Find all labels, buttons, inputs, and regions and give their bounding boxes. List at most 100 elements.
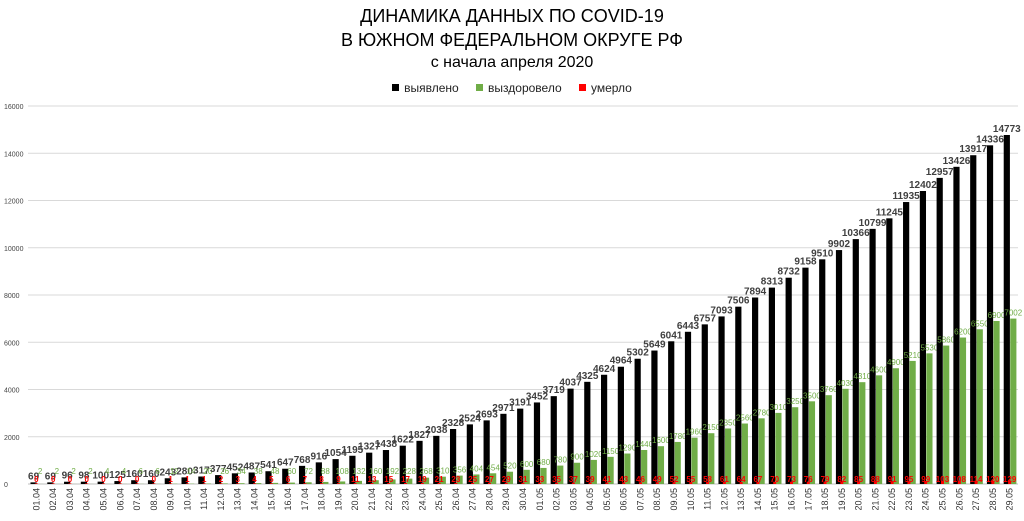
bar-died <box>655 482 659 484</box>
data-label-died: 0 <box>135 475 140 484</box>
data-label-detected: 12957 <box>926 167 954 178</box>
bar-died <box>51 483 55 484</box>
bar-recovered <box>221 483 228 484</box>
data-label-recovered: 38 <box>254 467 263 476</box>
bar-detected <box>382 450 390 484</box>
data-label-detected: 916 <box>311 451 328 462</box>
data-label-died: 37 <box>569 475 578 484</box>
x-tick-label: 24.05 <box>921 488 931 511</box>
x-tick-label: 16.05 <box>786 488 796 511</box>
data-label-detected: 96 <box>62 471 74 482</box>
data-label-recovered: 310 <box>436 467 450 476</box>
data-label-recovered: 2 <box>38 467 43 476</box>
bar-recovered <box>624 453 631 484</box>
data-label-died: 55 <box>686 475 695 484</box>
data-label-died: 70 <box>770 475 779 484</box>
legend-swatch-detected <box>392 84 400 91</box>
bar-detected <box>349 455 356 484</box>
bar-detected <box>433 435 440 484</box>
bar-detected <box>181 477 188 484</box>
bar-died <box>169 483 173 484</box>
x-tick-label: 13.05 <box>736 488 746 511</box>
bar-detected <box>265 471 272 484</box>
bar-recovered <box>943 345 950 484</box>
data-label-died: 41 <box>602 475 611 484</box>
data-label-detected: 4325 <box>576 371 599 382</box>
x-tick-label: 27.04 <box>468 488 478 511</box>
data-label-recovered: 4310 <box>853 372 871 381</box>
bar-recovered <box>724 428 732 484</box>
bar-recovered <box>657 446 665 484</box>
data-label-detected: 7093 <box>710 305 733 316</box>
data-label-died: 120 <box>986 475 1000 484</box>
bar-detected <box>718 316 725 484</box>
data-label-recovered: 1440 <box>635 440 653 449</box>
bar-recovered <box>573 462 581 484</box>
x-tick-label: 14.04 <box>250 488 260 511</box>
data-label-detected: 5649 <box>643 340 666 351</box>
data-label-died: 17 <box>401 475 410 484</box>
bar-died <box>706 482 710 484</box>
bar-died <box>873 481 877 484</box>
bar-died <box>789 481 793 484</box>
data-label-died: 76 <box>804 475 813 484</box>
bar-recovered <box>926 353 933 484</box>
data-label-detected: 8313 <box>761 277 784 288</box>
data-label-recovered: 7002 <box>1004 309 1022 318</box>
data-label-recovered: 1290 <box>618 444 636 453</box>
bar-recovered <box>288 482 295 484</box>
bar-died <box>253 483 257 484</box>
data-label-detected: 2524 <box>459 413 482 424</box>
x-tick-label: 22.04 <box>384 488 394 511</box>
data-label-recovered: 4600 <box>870 365 888 374</box>
x-tick-label: 05.05 <box>602 488 612 511</box>
data-label-recovered: 6550 <box>971 319 989 328</box>
bar-recovered <box>305 482 312 484</box>
data-label-died: 1 <box>202 475 207 484</box>
bar-detected <box>282 468 289 484</box>
data-label-died: 0 <box>152 475 157 484</box>
data-label-died: 5 <box>269 475 274 484</box>
bar-detected <box>215 475 222 484</box>
x-tick-label: 09.04 <box>166 488 176 511</box>
y-tick-label: 0 <box>4 482 8 489</box>
x-tick-label: 29.05 <box>1005 488 1015 511</box>
data-label-recovered: 356 <box>453 466 467 475</box>
data-label-recovered: 48 <box>271 467 280 476</box>
legend-label-recovered: выздоровело <box>488 81 562 95</box>
bar-died <box>924 481 928 484</box>
bar-died <box>118 483 122 484</box>
data-label-recovered: 680 <box>537 458 551 467</box>
bar-died <box>487 482 491 484</box>
bar-recovered <box>792 407 799 484</box>
x-tick-label: 26.04 <box>451 488 461 511</box>
bar-recovered <box>1010 318 1017 484</box>
bar-died <box>269 483 273 484</box>
data-label-recovered: 2350 <box>719 418 737 427</box>
data-label-died: 9 <box>336 475 341 484</box>
data-label-recovered: 6900 <box>988 311 1006 320</box>
bar-died <box>353 483 357 484</box>
legend-item-recovered: выздоровело <box>476 81 562 95</box>
x-tick-label: 17.04 <box>300 488 310 511</box>
x-tick-label: 24.04 <box>417 488 427 511</box>
data-label-detected: 14773 <box>993 124 1021 135</box>
x-tick-label: 12.04 <box>216 488 226 511</box>
bar-detected <box>97 481 104 484</box>
bar-recovered <box>523 469 530 484</box>
data-label-detected: 6443 <box>677 321 700 332</box>
bar-died <box>219 483 223 484</box>
bar-died <box>823 481 827 484</box>
data-label-died: 1 <box>168 475 173 484</box>
bar-died <box>773 481 777 484</box>
bar-detected <box>634 358 641 484</box>
x-tick-label: 01.05 <box>535 488 545 511</box>
bar-died <box>404 482 408 484</box>
x-tick-label: 05.04 <box>99 488 109 511</box>
data-label-died: 29 <box>502 475 511 484</box>
bar-recovered <box>976 329 983 484</box>
data-label-detected: 1327 <box>358 442 381 453</box>
bar-died <box>571 482 575 484</box>
data-label-detected: 2038 <box>425 425 448 436</box>
bar-detected <box>852 239 859 484</box>
